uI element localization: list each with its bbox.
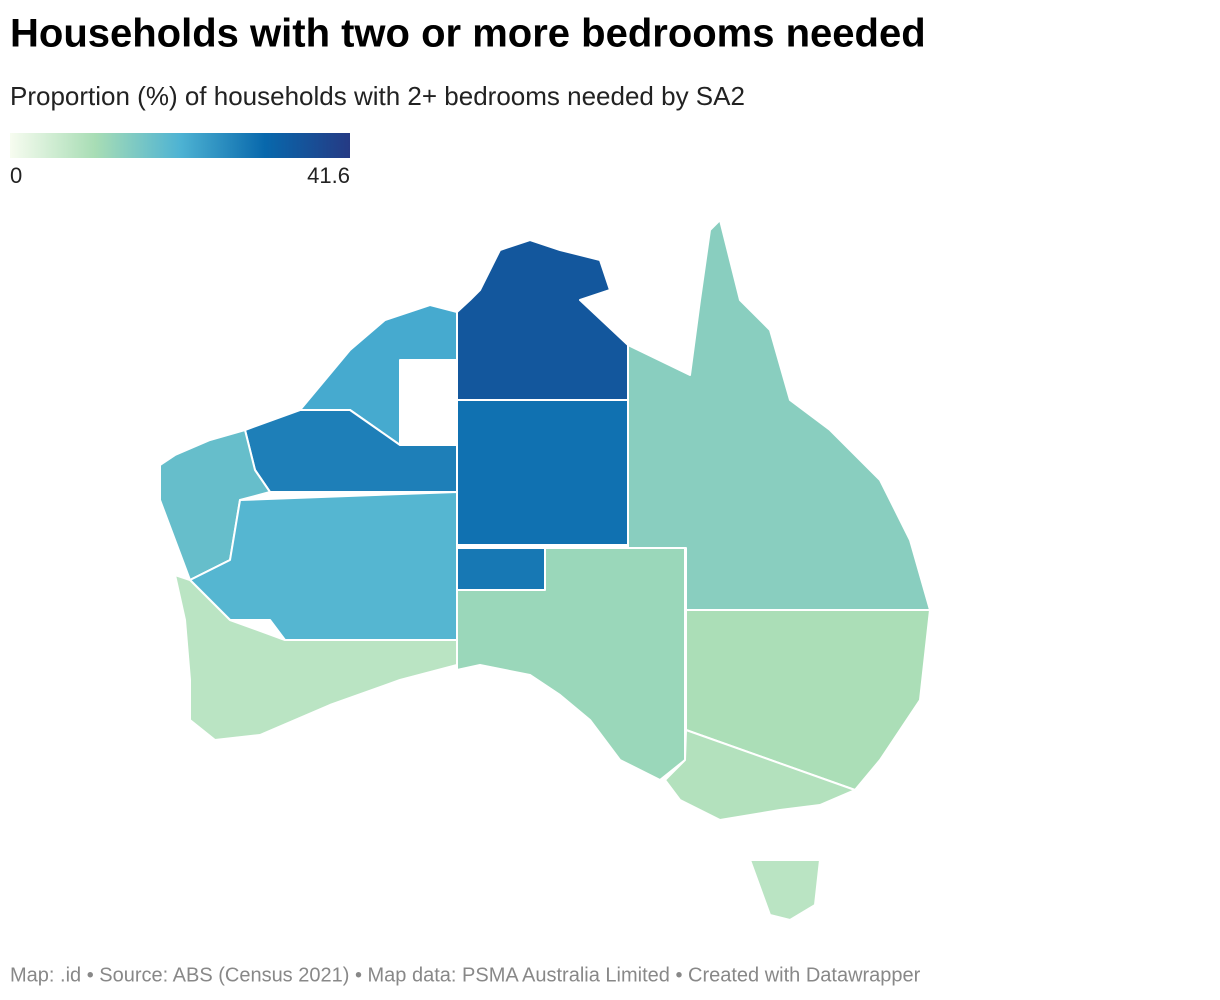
legend-max: 41.6 [307, 163, 350, 188]
legend-min: 0 [10, 163, 22, 188]
subtitle: Proportion (%) of households with 2+ bed… [10, 81, 745, 111]
region [456, 547, 686, 781]
region [456, 399, 629, 546]
region [174, 574, 458, 741]
legend-bar [10, 133, 350, 158]
region [159, 429, 271, 581]
region [627, 219, 931, 611]
source: Map: .id • Source: ABS (Census 2021) • M… [10, 964, 921, 986]
map [159, 219, 931, 921]
title: Households with two or more bedrooms nee… [10, 12, 926, 56]
region [664, 729, 856, 821]
region [456, 547, 546, 591]
region [456, 239, 629, 401]
region [244, 409, 458, 493]
region [749, 859, 821, 921]
